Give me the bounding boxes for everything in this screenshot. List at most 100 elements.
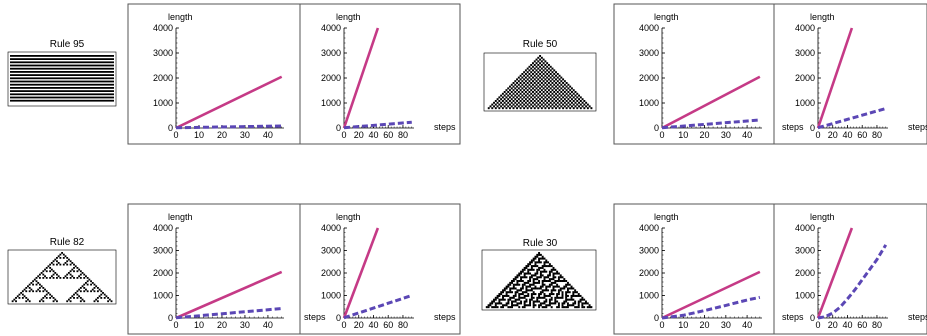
ca-cell [496, 296, 499, 299]
ca-cell [574, 291, 577, 294]
ca-cell [581, 98, 584, 101]
ca-cell [535, 101, 538, 104]
ca-cell [557, 291, 560, 294]
ca-cell [532, 293, 535, 296]
ca-pattern-0 [7, 51, 117, 107]
ca-cell [550, 283, 553, 286]
ca-cell [546, 62, 549, 65]
ca-cell [545, 285, 548, 288]
ca-cell [583, 306, 586, 309]
ca-cell [540, 89, 543, 92]
ca-cell [553, 76, 556, 79]
ca-cell [551, 82, 554, 84]
ca-cell [83, 273, 86, 276]
y-tick-label: 4000 [153, 23, 173, 33]
ca-cell [549, 98, 552, 101]
ca-cell [516, 82, 519, 84]
ca-cell [500, 302, 503, 305]
ca-cell [567, 94, 570, 97]
ca-cell [523, 74, 526, 77]
ca-cell [45, 290, 48, 293]
ca-cell [539, 261, 542, 264]
ca-cell [557, 278, 560, 281]
y-tick-label: 3000 [639, 246, 659, 256]
ca-cell [530, 71, 533, 74]
ca-cell [530, 85, 533, 88]
ca-cell [585, 105, 588, 108]
ca-cell [498, 107, 501, 110]
ca-cell [494, 296, 497, 299]
ca-cell [560, 76, 563, 79]
ca-cell [537, 100, 540, 102]
y-tick-label: 1000 [153, 291, 173, 301]
ca-cell [509, 107, 511, 110]
stripe-row [10, 55, 114, 57]
ca-cell [507, 91, 510, 93]
ca-cell [540, 85, 543, 88]
ca-cell [547, 85, 550, 88]
ca-cell [544, 74, 547, 77]
ca-cell [556, 87, 559, 90]
ca-cell [96, 297, 99, 299]
ca-cell [524, 80, 527, 83]
y-tick-label: 0 [168, 123, 173, 133]
ca-cell [578, 94, 580, 97]
ca-cell [528, 69, 531, 72]
ca-cell [570, 91, 573, 93]
ca-cell [551, 103, 554, 106]
ca-cell [505, 89, 508, 92]
ca-cell [586, 306, 589, 309]
ca-cell [530, 298, 533, 301]
ca-cell [533, 71, 536, 74]
ca-cell [569, 107, 572, 110]
ca-cell [102, 292, 104, 294]
ca-cell [544, 107, 547, 110]
ca-cell [103, 293, 106, 296]
ca-cell [69, 270, 72, 273]
ca-cell [574, 289, 577, 292]
ca-cell [537, 89, 540, 92]
ca-cell [537, 56, 540, 59]
ca-cell [516, 89, 519, 92]
ca-cell [542, 69, 545, 72]
ca-cell [546, 65, 549, 68]
ca-cell [560, 80, 563, 83]
ca-cell [518, 274, 521, 277]
ca-cell [551, 74, 554, 77]
x-tick-label: 80 [398, 320, 408, 330]
ca-cell [568, 287, 571, 290]
ca-cell [539, 83, 542, 86]
ca-cell [548, 274, 551, 277]
ca-cell [550, 289, 553, 292]
ca-cell [514, 291, 517, 294]
ca-cell [524, 98, 527, 101]
ca-cell [530, 259, 533, 262]
ca-cell [523, 296, 526, 299]
ca-cell [489, 304, 492, 307]
ca-cell [553, 105, 556, 108]
y-axis-label: length [168, 212, 193, 222]
ca-cell [500, 94, 503, 97]
ca-pattern-2 [7, 249, 117, 305]
ca-cell [523, 281, 526, 284]
ca-cell [539, 94, 542, 97]
ca-cell [565, 294, 568, 297]
ca-cell [546, 80, 549, 83]
ca-cell [498, 96, 501, 99]
chart-left: 0 1000 2000 3000 4000 0 10 20 30 40 length steps [639, 212, 804, 330]
ca-cell [537, 103, 540, 106]
ca-cell [507, 283, 510, 286]
y-tick-label: 0 [810, 313, 815, 323]
ca-cell [579, 294, 582, 297]
ca-cell [100, 297, 103, 299]
ca-cell [528, 98, 531, 101]
ca-cell [557, 272, 560, 275]
ca-cell [550, 302, 553, 305]
chart-left: 0 1000 2000 3000 4000 0 10 20 30 40 length steps [153, 212, 326, 330]
ca-cell [557, 302, 560, 305]
y-tick-label: 4000 [321, 223, 341, 233]
x-tick-label: 40 [842, 320, 852, 330]
ca-cell [505, 287, 508, 290]
ca-cell [560, 87, 563, 90]
ca-cell [555, 78, 557, 81]
